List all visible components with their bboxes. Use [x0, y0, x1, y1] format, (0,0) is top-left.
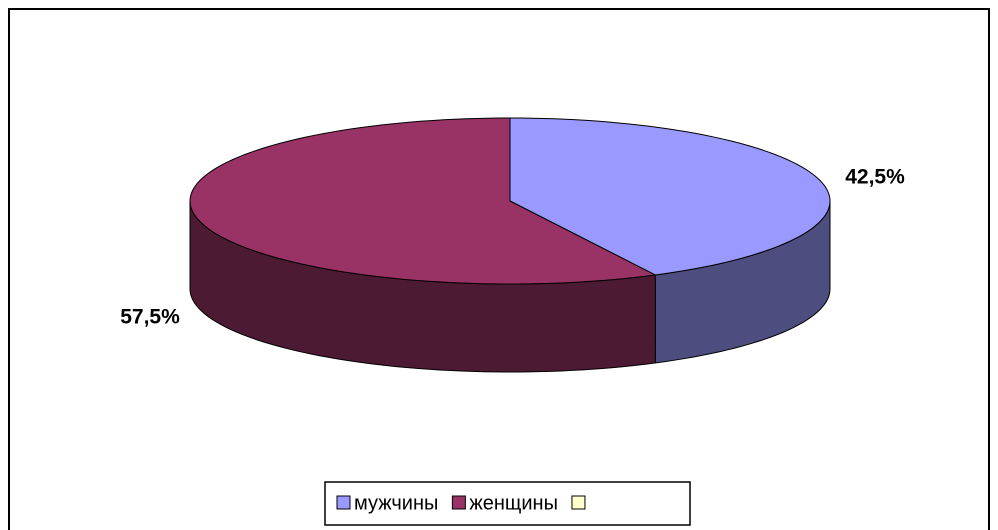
data-label: 42,5%	[845, 166, 905, 189]
pie-slice	[189, 117, 657, 285]
legend-swatch	[451, 495, 466, 510]
legend-label: мужчины	[354, 492, 438, 514]
pie-slice	[509, 117, 831, 276]
legend-box	[324, 481, 691, 526]
data-label: 57,5%	[120, 306, 180, 329]
legend-swatch	[336, 495, 351, 510]
legend-label: женщины	[469, 492, 558, 514]
legend-swatch	[571, 495, 586, 510]
